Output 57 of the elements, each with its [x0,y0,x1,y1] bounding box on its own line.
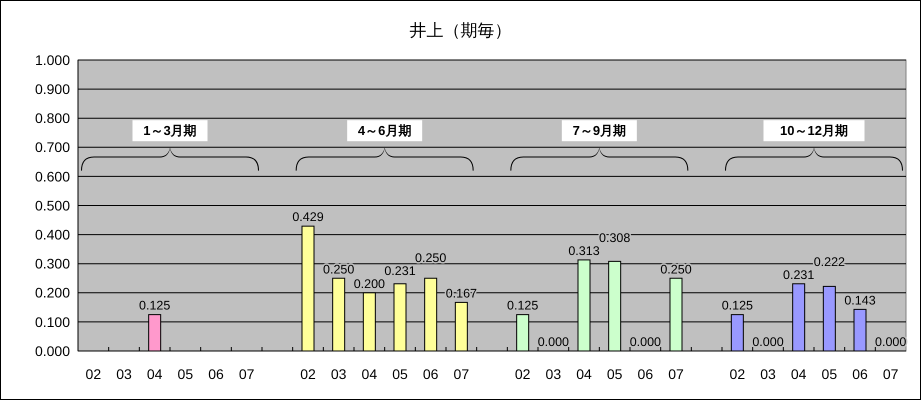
data-label: 0.000 [752,335,784,349]
y-tick-label: 0.300 [34,256,70,272]
x-tick-label: 07 [882,366,899,382]
x-tick-label: 02 [514,366,531,382]
data-label: 0.429 [292,210,324,224]
data-label: 0.000 [875,335,906,349]
x-tick-label: 05 [178,366,194,382]
annotation: 4～6月期 [358,123,412,138]
annotation: 7～9月期 [572,123,626,138]
y-tick-label: 0.900 [34,81,70,97]
data-label: 0.250 [660,262,692,276]
x-tick-label: 07 [668,366,684,382]
data-label: 0.313 [568,244,600,258]
data-label: 0.125 [139,298,170,313]
data-label: 0.125 [507,298,538,313]
x-tick-label: 02 [730,366,746,382]
y-tick-label: 0.200 [34,284,70,301]
x-tick-label: 06 [208,366,224,382]
chart-title: 井上（期毎） [410,21,512,40]
y-tick-label: 0.500 [34,197,70,214]
x-tick-label: 03 [116,366,132,382]
y-tick-label: 1.000 [34,52,70,68]
x-tick-label: 03 [760,366,776,382]
x-tick-label: 02 [300,366,316,382]
annotation: 10～12月期 [780,123,848,138]
data-label: 0.231 [384,264,416,278]
data-label: 0.250 [415,250,446,265]
data-label: 0.143 [844,293,876,308]
data-label: 0.308 [599,230,630,245]
x-tick-label: 04 [362,366,378,382]
x-tick-label: 05 [392,366,408,382]
data-label: 0.231 [783,268,814,282]
x-tick-label: 07 [454,366,470,382]
x-tick-label: 05 [606,366,623,382]
x-tick-label: 07 [238,366,255,382]
x-tick-label: 03 [546,366,562,382]
y-tick-label: 0.100 [34,314,70,330]
x-tick-label: 04 [146,366,163,382]
x-tick-label: 02 [86,366,102,382]
x-tick-label: 05 [822,366,838,382]
data-label: 0.000 [630,335,662,349]
data-label: 0.250 [323,262,354,276]
y-tick-label: 0.700 [34,139,70,156]
x-tick-label: 06 [422,366,439,382]
x-tick-label: 04 [576,366,592,382]
data-label: 0.125 [722,298,754,313]
data-label: 0.000 [538,335,570,349]
data-label: 0.200 [354,276,386,291]
y-tick-label: 0.000 [34,342,70,359]
y-tick-label: 0.400 [34,226,70,242]
x-tick-label: 04 [790,366,807,382]
y-tick-label: 0.800 [34,110,70,126]
y-tick-label: 0.600 [34,168,70,184]
x-tick-label: 03 [330,366,347,382]
annotation: 1～3月期 [143,123,197,138]
x-tick-label: 06 [852,366,868,382]
x-tick-label: 06 [638,366,654,382]
